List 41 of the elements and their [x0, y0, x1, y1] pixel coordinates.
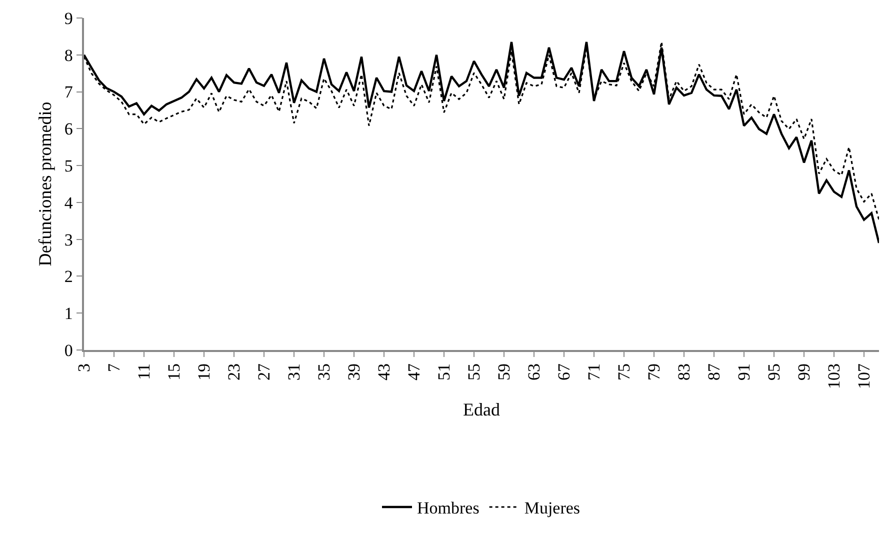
x-tick-label: 27	[254, 363, 274, 381]
y-tick-label: 6	[64, 120, 73, 139]
x-tick-label: 47	[404, 363, 424, 381]
x-tick-label: 83	[674, 364, 694, 381]
x-tick-label: 39	[344, 364, 364, 381]
x-tick-label: 95	[764, 364, 784, 381]
x-tick-label: 59	[494, 364, 514, 381]
y-tick-label: 0	[64, 340, 73, 360]
x-tick-label: 35	[314, 364, 334, 381]
x-tick-label: 43	[374, 364, 394, 381]
x-tick-label: 7	[104, 363, 124, 372]
x-tick-label: 3	[74, 364, 94, 372]
x-tick-label: 99	[794, 364, 814, 381]
legend-label: Mujeres	[524, 498, 580, 518]
x-tick-label: 63	[524, 364, 544, 381]
x-tick-label: 107	[854, 363, 874, 390]
x-tick-label: 11	[134, 364, 154, 380]
x-tick-label: 87	[704, 363, 724, 381]
y-axis-title: Defunciones promedio	[35, 102, 56, 266]
y-tick-label: 4	[64, 193, 74, 212]
y-tick-label: 8	[64, 46, 73, 65]
legend-label: Hombres	[417, 498, 480, 518]
x-tick-label: 15	[164, 364, 184, 381]
x-tick-label: 103	[824, 364, 844, 390]
x-tick-label: 75	[614, 364, 634, 381]
y-tick-label: 2	[64, 267, 73, 286]
y-tick-label: 1	[64, 304, 73, 324]
x-tick-label: 31	[284, 364, 304, 381]
y-tick-label: 7	[64, 82, 74, 102]
y-tick-label: 5	[64, 156, 73, 176]
x-tick-label: 23	[224, 364, 244, 381]
y-tick-label: 9	[64, 8, 73, 28]
y-tick-label: 3	[64, 230, 73, 250]
x-tick-label: 91	[734, 364, 754, 381]
x-tick-label: 51	[434, 364, 454, 381]
x-tick-label: 55	[464, 364, 484, 381]
x-tick-label: 19	[194, 364, 214, 381]
x-tick-label: 79	[644, 364, 664, 381]
x-tick-label: 67	[554, 363, 574, 381]
x-tick-label: 71	[584, 364, 604, 381]
x-axis-title: Edad	[463, 400, 500, 420]
